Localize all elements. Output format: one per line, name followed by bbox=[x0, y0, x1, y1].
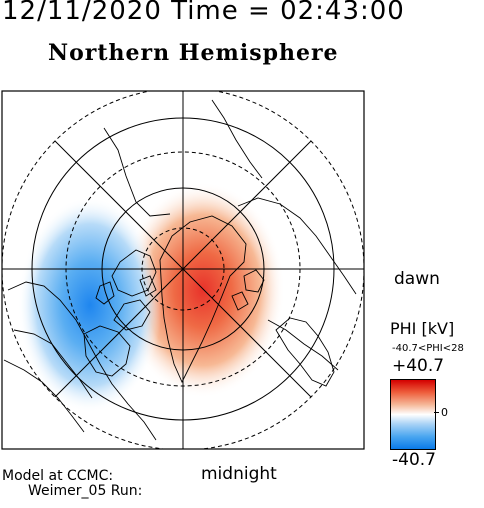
positive-potential-cell bbox=[121, 182, 285, 398]
colorbar-range: -40.7<PHI<28 bbox=[392, 343, 464, 354]
meridian-diagonal-b bbox=[54, 140, 312, 398]
meridian-lines bbox=[2, 91, 364, 449]
greenland-coastline bbox=[159, 215, 247, 384]
colorbar-zero-label: 0 bbox=[441, 406, 448, 419]
dawn-label: dawn bbox=[394, 269, 440, 289]
colorbar-max-label: +40.7 bbox=[392, 356, 445, 376]
run-credit: Weimer_05 Run: bbox=[28, 483, 143, 499]
negative-potential-cell bbox=[18, 197, 162, 413]
eurasia-coastline bbox=[103, 99, 357, 371]
north-america-coastline bbox=[3, 281, 157, 441]
model-credit: Model at CCMC: bbox=[2, 468, 114, 484]
colorbar bbox=[390, 379, 436, 450]
svalbard-islands bbox=[231, 269, 265, 311]
colorbar-zero-tick bbox=[434, 412, 439, 413]
colorbar-min-label: -40.7 bbox=[392, 450, 436, 470]
colorbar-title: PHI [kV] bbox=[390, 319, 455, 338]
map-frame bbox=[1, 90, 365, 450]
scandinavia-coastline bbox=[275, 317, 335, 387]
map-title: Northern Hemisphere bbox=[48, 40, 339, 66]
polar-potential-map bbox=[1, 90, 365, 450]
hudson-bay bbox=[83, 325, 131, 377]
header-datetime: 12/11/2020 Time = 02:43:00 bbox=[2, 0, 405, 26]
midnight-label: midnight bbox=[201, 464, 277, 484]
